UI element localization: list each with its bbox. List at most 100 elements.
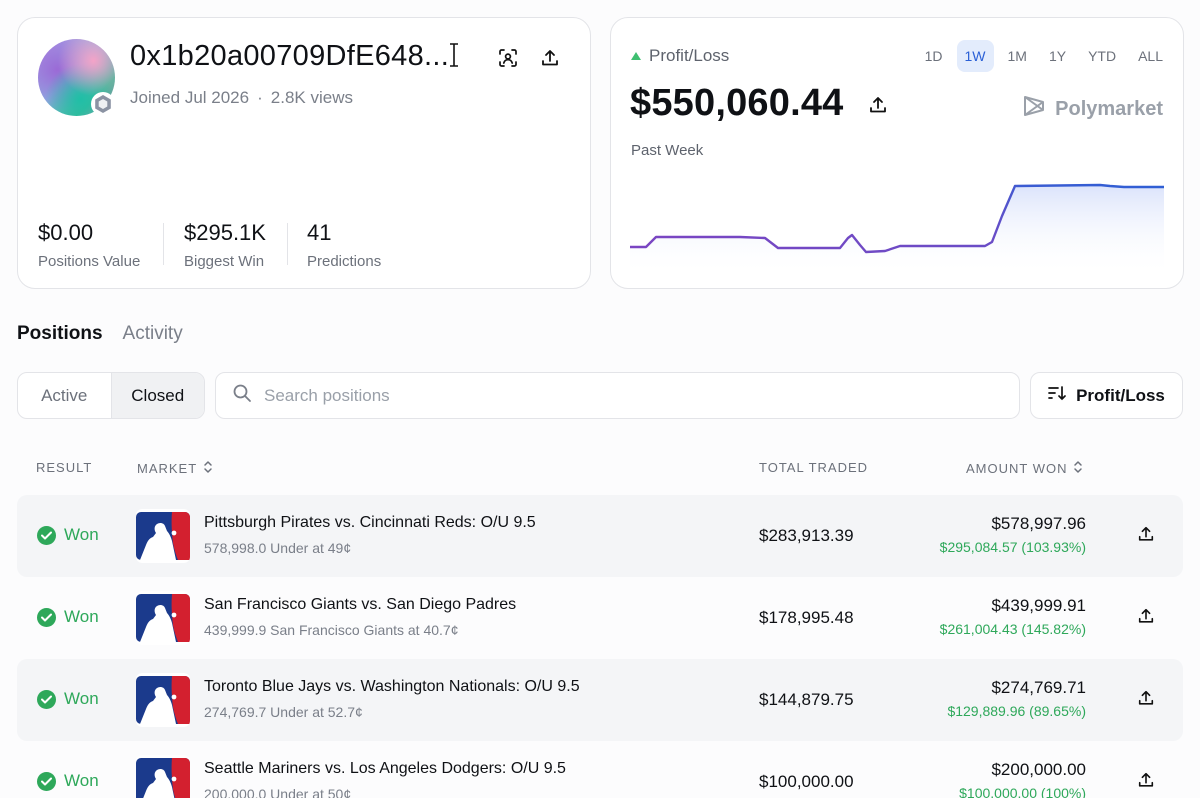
polymarket-brand-text: Polymarket <box>1055 97 1163 120</box>
check-circle-icon <box>37 689 56 709</box>
stat-label: Positions Value <box>38 253 141 270</box>
result-label: Won <box>64 771 99 790</box>
polymarket-brand: Polymarket <box>1023 94 1163 124</box>
view-count: 2.8K views <box>270 88 353 107</box>
text-cursor-icon <box>449 43 459 72</box>
result-cell: Won <box>37 771 99 791</box>
share-icon[interactable] <box>1137 525 1155 548</box>
profit-loss-card: Profit/Loss 1D 1W 1M 1Y YTD ALL $550,060… <box>610 17 1184 289</box>
market-title[interactable]: Toronto Blue Jays vs. Washington Nationa… <box>204 678 580 695</box>
check-circle-icon <box>37 771 56 791</box>
result-label: Won <box>64 525 99 544</box>
market-title[interactable]: Seattle Mariners vs. Los Angeles Dodgers… <box>204 760 566 777</box>
result-label: Won <box>64 689 99 708</box>
stat-predictions: 41 Predictions <box>307 220 381 270</box>
total-traded: $100,000.00 <box>759 772 854 791</box>
header-traded-label: TOTAL TRADED <box>759 460 869 475</box>
result-cell: Won <box>37 525 99 545</box>
profit-amount: $100,000.00 (100%) <box>959 785 1086 798</box>
share-icon[interactable] <box>1137 771 1155 794</box>
profile-meta: Joined Jul 2026 · 2.8K views <box>130 88 353 107</box>
market-title[interactable]: Pittsburgh Pirates vs. Cincinnati Reds: … <box>204 514 536 531</box>
pnl-label: Profit/Loss <box>631 46 729 66</box>
divider <box>163 223 164 265</box>
profit-amount: $261,004.43 (145.82%) <box>939 621 1086 637</box>
filter-active-button[interactable]: Active <box>41 385 88 405</box>
filter-closed-button[interactable]: Closed <box>110 373 204 418</box>
range-tab-1m[interactable]: 1M <box>1007 48 1027 64</box>
market-subtitle: 200,000.0 Under at 50¢ <box>204 786 352 798</box>
profile-card: 0x1b20a00709DfE648... Joined Jul 2026 · 2.… <box>17 17 591 289</box>
pnl-line <box>630 183 1164 254</box>
mlb-logo-icon <box>136 755 190 798</box>
qr-scan-icon[interactable] <box>495 45 521 71</box>
joined-date: Joined Jul 2026 <box>130 88 250 107</box>
range-tab-all[interactable]: ALL <box>1138 48 1163 64</box>
section-tabs: Positions Activity <box>17 323 183 345</box>
mlb-logo-icon <box>136 591 190 645</box>
time-range-tabs: 1D 1W 1M 1Y YTD ALL <box>917 40 1171 72</box>
stat-biggest-win: $295.1K Biggest Win <box>184 220 266 270</box>
amount-won: $439,999.91 <box>991 596 1086 615</box>
table-row[interactable]: Won Pittsburgh Pirates vs. Cincinnati Re… <box>17 495 1183 577</box>
range-tab-1d[interactable]: 1D <box>924 48 943 64</box>
market-title[interactable]: San Francisco Giants vs. San Diego Padre… <box>204 596 517 613</box>
trend-up-icon <box>631 52 641 60</box>
total-traded: $178,995.48 <box>759 608 854 627</box>
range-tab-1w[interactable]: 1W <box>956 40 994 72</box>
header-won-label: AMOUNT WON <box>966 461 1068 476</box>
result-label: Won <box>64 607 99 626</box>
search-icon <box>232 383 252 408</box>
sort-icon <box>1048 385 1066 406</box>
header-total-traded: TOTAL TRADED <box>759 460 868 475</box>
profit-amount: $129,889.96 (89.65%) <box>947 703 1086 719</box>
mlb-logo-icon <box>136 509 190 563</box>
table-row[interactable]: Won Seattle Mariners vs. Los Angeles Dod… <box>17 741 1183 798</box>
tab-activity[interactable]: Activity <box>122 323 183 344</box>
range-tab-ytd[interactable]: YTD <box>1088 48 1117 64</box>
mlb-logo-icon <box>136 673 190 727</box>
divider <box>287 223 288 265</box>
table-row[interactable]: Won San Francisco Giants vs. San Diego P… <box>17 577 1183 659</box>
amount-won: $200,000.00 <box>991 760 1086 779</box>
header-result-label: RESULT <box>36 460 93 475</box>
profit-amount: $295,084.57 (103.93%) <box>939 539 1086 555</box>
check-circle-icon <box>37 525 56 545</box>
table-row[interactable]: Won Toronto Blue Jays vs. Washington Nat… <box>17 659 1183 741</box>
check-circle-icon <box>37 607 56 627</box>
sort-chevrons-icon <box>203 460 213 477</box>
share-icon[interactable] <box>1137 607 1155 630</box>
stat-label: Predictions <box>307 253 382 270</box>
total-traded: $144,879.75 <box>759 690 854 709</box>
position-status-toggle: Active Closed <box>17 372 205 419</box>
header-result: RESULT <box>36 460 92 475</box>
result-cell: Won <box>37 607 99 627</box>
stat-label: Biggest Win <box>184 253 265 270</box>
result-cell: Won <box>37 689 99 709</box>
search-box <box>215 372 1020 419</box>
header-amount-won[interactable]: AMOUNT WON <box>966 460 1083 477</box>
amount-won: $274,769.71 <box>991 678 1086 697</box>
header-market[interactable]: MARKET <box>137 460 213 477</box>
pnl-sparkline <box>630 183 1164 276</box>
tab-positions[interactable]: Positions <box>17 323 103 344</box>
stat-value: $295.1K <box>184 220 266 245</box>
total-traded: $283,913.39 <box>759 526 854 545</box>
search-input[interactable] <box>264 385 964 406</box>
range-tab-1y[interactable]: 1Y <box>1048 48 1067 64</box>
share-icon[interactable] <box>1137 689 1155 712</box>
pnl-value: $550,060.44 <box>630 82 844 124</box>
pnl-label-text: Profit/Loss <box>649 46 730 65</box>
stat-value: $0.00 <box>38 220 94 245</box>
stat-positions-value: $0.00 Positions Value <box>38 220 140 270</box>
share-icon[interactable] <box>865 92 891 118</box>
sort-label: Profit/Loss <box>1076 385 1165 405</box>
verified-badge-icon <box>91 92 115 116</box>
pnl-period: Past Week <box>631 142 704 159</box>
share-icon[interactable] <box>537 45 563 71</box>
sort-chevrons-icon <box>1073 460 1083 477</box>
username[interactable]: 0x1b20a00709DfE648... <box>130 40 450 72</box>
sort-button[interactable]: Profit/Loss <box>1030 372 1183 419</box>
header-market-label: MARKET <box>137 461 198 476</box>
market-subtitle: 439,999.9 San Francisco Giants at 40.7¢ <box>204 622 459 638</box>
